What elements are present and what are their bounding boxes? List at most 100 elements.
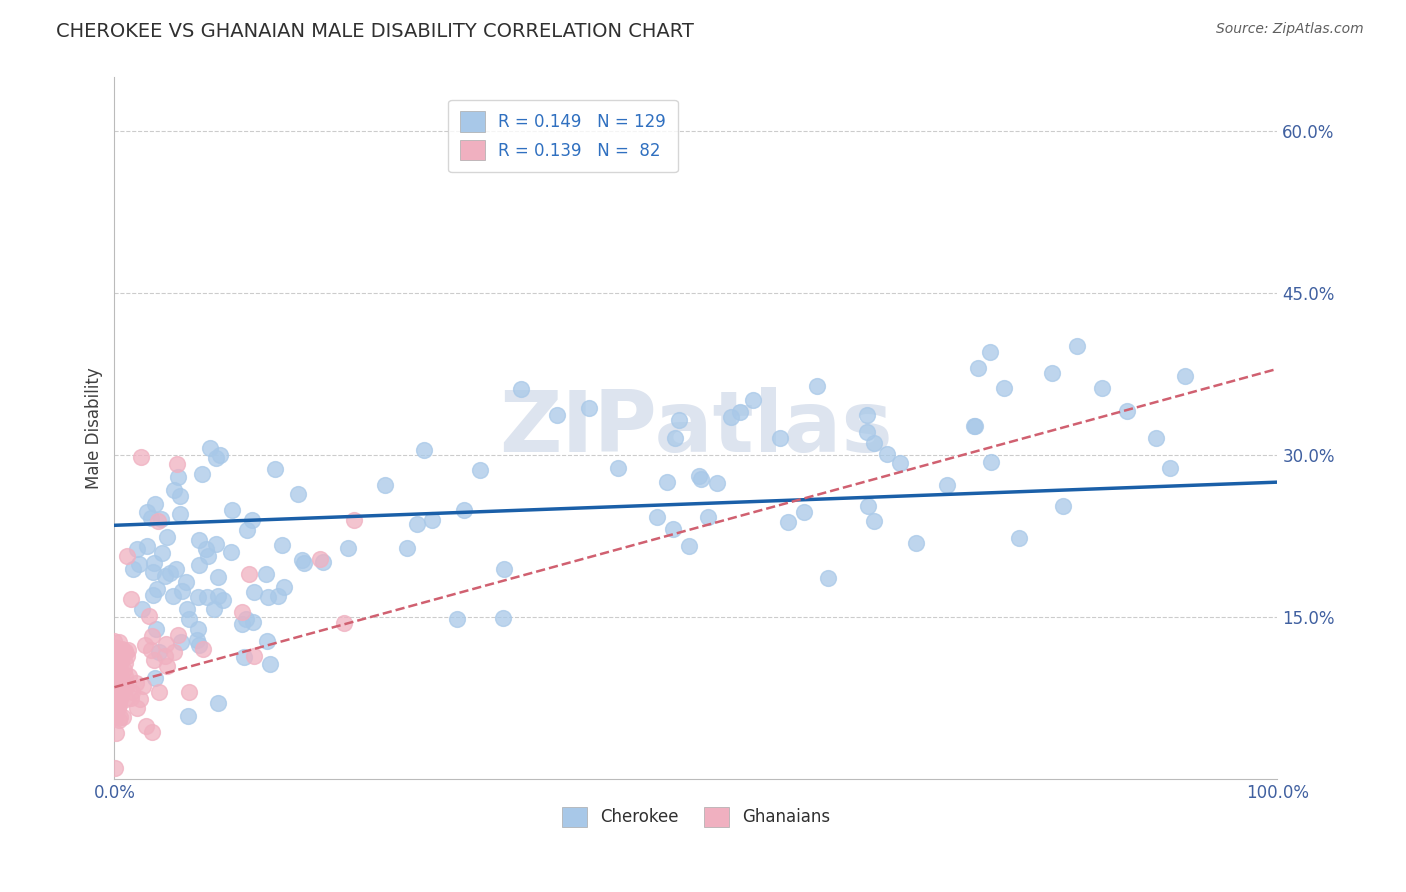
Point: [143, 653, 166, 667]
Point: [270, 538, 292, 552]
Point: [177, 612, 200, 626]
Point: [142, 565, 165, 579]
Point: [267, 589, 290, 603]
Point: [806, 379, 828, 393]
Point: [690, 472, 713, 486]
Point: [114, 691, 136, 706]
Point: [163, 483, 186, 497]
Point: [138, 609, 160, 624]
Point: [115, 549, 138, 563]
Point: [143, 497, 166, 511]
Point: [105, 694, 128, 708]
Text: Source: ZipAtlas.com: Source: ZipAtlas.com: [1216, 22, 1364, 37]
Point: [336, 541, 359, 556]
Point: [155, 637, 177, 651]
Point: [177, 709, 200, 723]
Point: [273, 581, 295, 595]
Point: [136, 505, 159, 519]
Point: [110, 669, 132, 683]
Point: [105, 641, 128, 656]
Point: [742, 393, 765, 408]
Point: [135, 539, 157, 553]
Point: [308, 552, 330, 566]
Point: [187, 533, 209, 547]
Point: [103, 683, 125, 698]
Point: [110, 665, 132, 679]
Point: [856, 425, 879, 439]
Point: [208, 448, 231, 462]
Point: [120, 592, 142, 607]
Point: [148, 645, 170, 659]
Point: [406, 516, 429, 531]
Point: [186, 633, 208, 648]
Point: [664, 432, 686, 446]
Point: [104, 657, 127, 672]
Point: [678, 539, 700, 553]
Y-axis label: Male Disability: Male Disability: [86, 368, 103, 489]
Point: [1144, 431, 1167, 445]
Point: [778, 516, 800, 530]
Point: [204, 537, 226, 551]
Point: [287, 487, 309, 501]
Point: [110, 662, 132, 676]
Point: [333, 616, 356, 631]
Point: [165, 562, 187, 576]
Point: [103, 680, 125, 694]
Point: [103, 656, 125, 670]
Point: [1159, 461, 1181, 475]
Point: [965, 419, 987, 434]
Point: [176, 602, 198, 616]
Point: [607, 461, 630, 475]
Point: [720, 409, 742, 424]
Point: [966, 360, 988, 375]
Point: [110, 654, 132, 668]
Point: [104, 761, 127, 775]
Point: [153, 648, 176, 663]
Point: [204, 602, 226, 616]
Point: [194, 542, 217, 557]
Point: [145, 622, 167, 636]
Point: [128, 558, 150, 572]
Point: [114, 646, 136, 660]
Point: [108, 713, 131, 727]
Point: [993, 381, 1015, 395]
Point: [121, 562, 143, 576]
Point: [374, 478, 396, 492]
Point: [104, 680, 127, 694]
Point: [240, 513, 263, 527]
Point: [105, 691, 128, 706]
Point: [242, 615, 264, 630]
Point: [1040, 367, 1063, 381]
Point: [207, 696, 229, 710]
Point: [193, 642, 215, 657]
Point: [668, 413, 690, 427]
Point: [163, 645, 186, 659]
Point: [104, 705, 127, 719]
Point: [793, 506, 815, 520]
Point: [221, 503, 243, 517]
Point: [232, 650, 254, 665]
Point: [166, 628, 188, 642]
Point: [195, 590, 218, 604]
Point: [166, 458, 188, 472]
Point: [492, 562, 515, 576]
Point: [111, 648, 134, 662]
Point: [231, 605, 253, 619]
Point: [256, 633, 278, 648]
Point: [146, 514, 169, 528]
Point: [187, 623, 209, 637]
Point: [131, 450, 153, 465]
Point: [117, 643, 139, 657]
Point: [170, 583, 193, 598]
Point: [141, 643, 163, 657]
Point: [578, 401, 600, 415]
Point: [205, 451, 228, 466]
Point: [142, 588, 165, 602]
Point: [111, 641, 134, 656]
Point: [162, 589, 184, 603]
Point: [134, 639, 156, 653]
Point: [115, 681, 138, 695]
Point: [146, 582, 169, 597]
Point: [103, 702, 125, 716]
Point: [127, 541, 149, 556]
